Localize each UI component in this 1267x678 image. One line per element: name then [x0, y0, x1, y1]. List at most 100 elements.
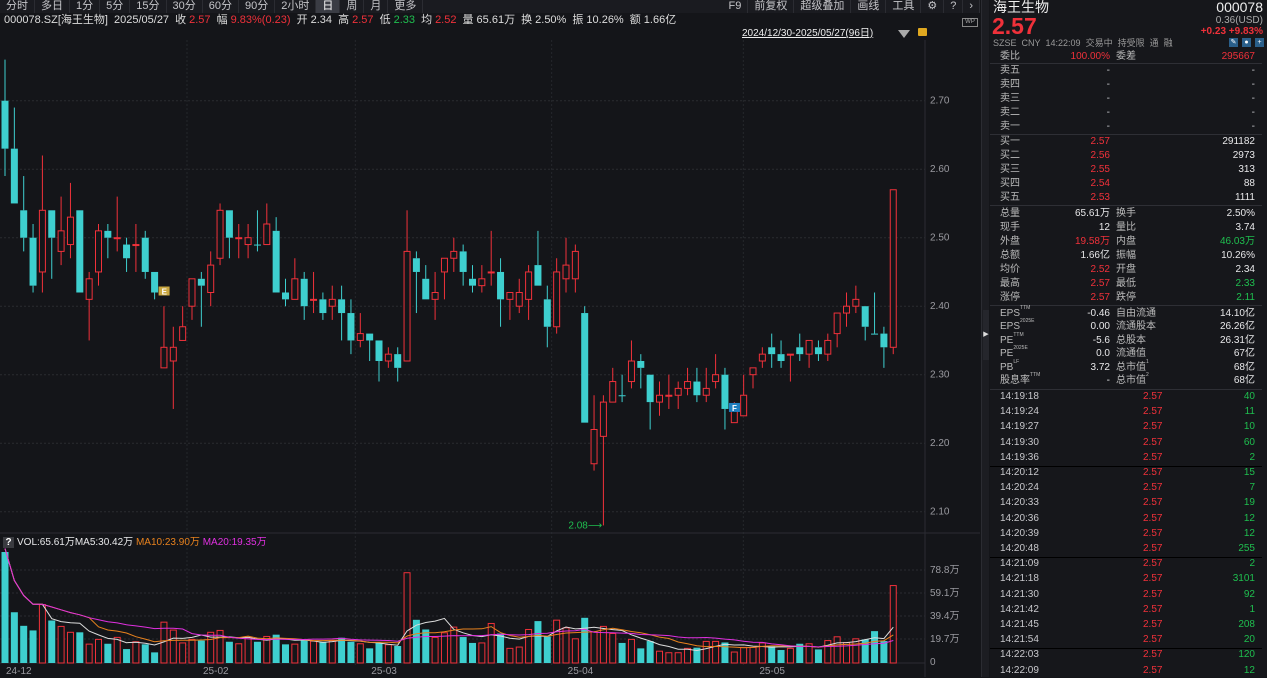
candle	[132, 224, 140, 272]
date-range-selector[interactable]: 2024/12/30-2025/05/27(96日)	[742, 28, 874, 39]
candle-body	[403, 250, 411, 362]
candle	[375, 340, 383, 382]
period-tab[interactable]: 更多	[388, 0, 424, 13]
period-tab[interactable]: 月	[364, 0, 389, 13]
minute-divider	[990, 557, 1262, 559]
tick-price: 2.57	[1143, 391, 1163, 402]
event-marker[interactable]	[158, 286, 170, 296]
stock-code-panel: 000078	[1216, 0, 1263, 15]
unlock-icon[interactable]	[918, 28, 927, 36]
tick-row: 14:19:30 2.57 60	[990, 436, 1267, 450]
tick-price: 2.57	[1143, 406, 1163, 418]
volume-bar	[197, 640, 205, 663]
volume-bar	[469, 642, 476, 663]
toolbar-button[interactable]: 超级叠加	[794, 0, 852, 13]
candle	[459, 244, 467, 286]
period-tab[interactable]: 1分	[70, 0, 101, 13]
panel-splitter[interactable]: ▶	[981, 0, 989, 677]
candle	[590, 395, 598, 471]
candle	[506, 292, 514, 320]
event-marker[interactable]	[728, 402, 740, 412]
gear-icon[interactable]: ⚙	[921, 0, 945, 13]
tick-time: 14:19:18	[1000, 391, 1039, 402]
candle-body	[113, 237, 121, 240]
candle	[637, 354, 645, 389]
candle	[29, 224, 37, 293]
period-tab[interactable]: 30分	[167, 0, 203, 13]
candle-body	[272, 230, 280, 293]
volume-tick-label: 19.7万	[930, 634, 959, 645]
ask-row: 卖三 - -	[990, 92, 1267, 105]
vol-legend-ma5: MA5:30.42万	[74, 537, 134, 548]
volume-bar	[291, 643, 299, 664]
tick-row: 14:22:03 2.57 120	[990, 648, 1267, 662]
volume-bar	[76, 632, 84, 663]
toolbar-button[interactable]: 工具	[886, 0, 922, 13]
volume-bar	[609, 632, 617, 664]
tick-volume: 15	[1243, 467, 1255, 478]
period-tab[interactable]: 90分	[239, 0, 276, 13]
candle	[843, 292, 850, 327]
wp-icon[interactable]: WP	[962, 18, 978, 27]
tick-price: 2.57	[1143, 512, 1163, 524]
candle	[394, 347, 402, 382]
period-tab[interactable]: 2小时	[275, 0, 317, 13]
candle	[796, 333, 804, 361]
candle-body	[95, 230, 102, 273]
period-tab[interactable]: 60分	[203, 0, 239, 13]
fund-label: PETTM	[1000, 332, 1024, 347]
candle-body	[758, 353, 766, 362]
candle	[889, 189, 897, 355]
bid-volume: 88	[1243, 178, 1255, 189]
candle	[768, 333, 776, 368]
tick-time: 14:22:03	[1000, 649, 1039, 661]
period-tab[interactable]: 日	[316, 0, 341, 13]
fund-value: -5.6	[1092, 334, 1110, 346]
period-tab[interactable]: 分时	[0, 0, 35, 13]
dropdown-triangle-icon[interactable]	[898, 30, 910, 38]
ask-label: 卖四	[1000, 79, 1020, 90]
edit-icon[interactable]: ✎	[1229, 38, 1238, 47]
collapse-arrow-icon[interactable]: ▶	[983, 310, 989, 360]
low-label: 低	[379, 14, 391, 26]
toolbar-button[interactable]: 画线	[851, 0, 887, 13]
kline-chart[interactable]: 2.70 2.60 2.50 2.40 2.30 2.20 2.10 78.8万 59.1万 39…	[0, 0, 980, 677]
volume-bar	[487, 622, 495, 664]
candle	[272, 217, 280, 293]
volume-bar	[422, 629, 430, 663]
alert-icon[interactable]: ●	[1242, 38, 1251, 47]
weidiff-label: 委差	[1116, 51, 1136, 62]
tick-row: 14:20:12 2.57 15	[990, 466, 1267, 480]
toolbar-button[interactable]: F9	[722, 0, 749, 13]
stat-row: 均价 2.52 开盘 2.34	[990, 263, 1267, 276]
candle-body	[20, 210, 28, 238]
amp-value: 9.83%(0.23)	[230, 14, 291, 26]
help-icon[interactable]: ?	[3, 537, 14, 548]
toolbar-button[interactable]: 前复权	[748, 0, 795, 13]
help-icon[interactable]: ?	[944, 0, 964, 13]
candle-body	[207, 264, 215, 294]
candle-body	[525, 271, 533, 300]
volume-bar	[207, 631, 215, 664]
fund-label-text: 自由流通	[1116, 308, 1156, 319]
tick-price: 2.57	[1143, 573, 1163, 585]
add-icon[interactable]: +	[1255, 38, 1264, 47]
fund-value: 26.31亿	[1219, 334, 1255, 346]
volume-bar	[328, 640, 336, 664]
swing-label: 振	[572, 14, 584, 26]
candle-body	[665, 394, 673, 397]
candle	[805, 339, 813, 368]
last-price: 2.57	[992, 13, 1037, 39]
period-tab[interactable]: 5分	[100, 0, 131, 13]
volume-tick-label: 0	[930, 657, 936, 668]
candle-body	[253, 244, 261, 246]
period-tab[interactable]: 15分	[130, 0, 167, 13]
period-tab[interactable]: 多日	[35, 0, 70, 13]
volume-bar	[272, 634, 280, 663]
period-tab[interactable]: 周	[340, 0, 365, 13]
candle	[515, 278, 523, 314]
volume-bar	[253, 641, 261, 663]
chevron-right-icon[interactable]: ›	[963, 0, 980, 13]
tick-time: 14:19:24	[1000, 406, 1039, 418]
tick-row: 14:21:42 2.57 1	[990, 603, 1267, 617]
